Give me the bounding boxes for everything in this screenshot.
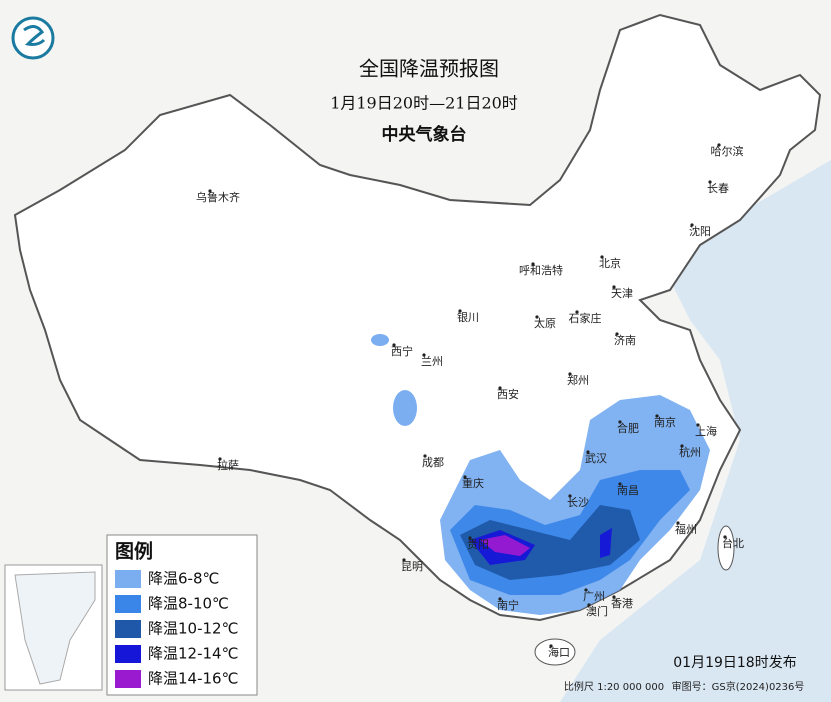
lake: [393, 390, 417, 426]
city-label: 银川: [457, 310, 479, 324]
city-label: 郑州: [567, 373, 589, 387]
city-label: 长沙: [567, 496, 589, 509]
city-dot: [676, 521, 680, 525]
city-label: 济南: [614, 333, 636, 347]
city-label: 合肥: [617, 421, 639, 435]
legend-items: 降温6-8℃ 降温8-10℃ 降温10-12℃ 降温12-14℃ 降温14-16℃: [115, 570, 238, 688]
city-dot: [680, 444, 684, 448]
sea: [560, 160, 831, 702]
city-label: 杭州: [679, 445, 701, 459]
legend-label: 降温6-8℃: [148, 570, 219, 588]
legend-title: 图例: [115, 540, 153, 563]
city-dot: [655, 414, 659, 418]
city-label: 呼和浩特: [519, 263, 563, 277]
city-dot: [618, 482, 622, 486]
city-dot: [458, 309, 462, 313]
cooling-zones: [440, 395, 710, 615]
city-label: 西宁: [391, 344, 413, 358]
city-label: 台北: [722, 536, 744, 550]
city-dot: [612, 285, 616, 289]
legend-label: 降温14-16℃: [148, 670, 238, 688]
city-label: 沈阳: [689, 224, 711, 238]
city-dot: [575, 310, 579, 314]
legend-swatch: [115, 670, 141, 688]
city-dot: [422, 353, 426, 357]
scale: 比例尺 1:20 000 000: [564, 680, 664, 693]
city-label: 澳门: [586, 604, 608, 618]
legend-label: 降温8-10℃: [148, 595, 229, 613]
approval-no: 审图号：GS京(2024)0236号: [672, 680, 805, 693]
city-dot: [498, 597, 502, 601]
city-label: 香港: [611, 597, 633, 610]
city-dot: [468, 536, 472, 540]
city-label: 福州: [675, 522, 697, 536]
city-dot: [498, 386, 502, 390]
city-label: 成都: [422, 456, 444, 469]
city-dot: [531, 262, 535, 266]
city-dot: [568, 494, 572, 498]
city-label: 贵阳: [467, 538, 489, 551]
map-title: 全国降温预报图: [359, 57, 499, 81]
city-dot: [690, 223, 694, 227]
city-label: 昆明: [401, 560, 423, 573]
city-dot: [584, 588, 588, 592]
city-dot: [423, 454, 427, 458]
city-label: 南京: [654, 415, 676, 429]
city-label: 兰州: [421, 355, 443, 368]
city-label: 石家庄: [569, 311, 602, 325]
city-dot: [586, 450, 590, 454]
taiwan: [717, 525, 735, 571]
map-subtitle: 1月19日20时—21日20时: [330, 94, 518, 113]
city-label: 拉萨: [217, 458, 239, 472]
city-dot: [717, 143, 721, 147]
city-dot: [618, 420, 622, 424]
legend-swatch: [115, 570, 141, 588]
city-label: 太原: [534, 317, 556, 330]
city-dot: [587, 603, 591, 607]
city-dot: [549, 644, 553, 648]
hainan: [534, 638, 576, 666]
city-label: 北京: [599, 256, 621, 270]
logo-mark: [23, 25, 46, 46]
legend-swatch: [115, 645, 141, 663]
city-label: 长春: [707, 182, 729, 195]
city-dot: [218, 457, 222, 461]
city-dot: [708, 180, 712, 184]
legend-swatch: [115, 620, 141, 638]
city-dot: [600, 255, 604, 259]
city-label: 西安: [497, 387, 519, 401]
city-label: 天津: [611, 287, 633, 300]
city-label: 南昌: [617, 484, 639, 497]
lake: [371, 334, 389, 346]
city-label: 广州: [583, 590, 605, 603]
city-dot: [463, 475, 467, 479]
city-dot: [208, 189, 212, 193]
legend-label: 降温10-12℃: [148, 620, 238, 638]
issuer: 中央气象台: [382, 124, 467, 145]
issued-time: 01月19日18时发布: [673, 655, 796, 671]
city-label: 上海: [695, 424, 717, 438]
city-label: 重庆: [462, 476, 484, 490]
city-dot: [723, 535, 727, 539]
city-dot: [392, 343, 396, 347]
city-label: 南宁: [497, 598, 519, 612]
legend-box: [106, 534, 258, 696]
city-dot: [612, 595, 616, 599]
legend-swatch: [115, 595, 141, 613]
city-dot: [568, 372, 572, 376]
city-label: 武汉: [585, 452, 607, 465]
city-dot: [696, 423, 700, 427]
legend-label: 降温12-14℃: [148, 645, 238, 663]
city-label: 哈尔滨: [711, 144, 744, 158]
inset-outline: [14, 571, 96, 685]
city-label: 乌鲁木齐: [196, 190, 240, 204]
city-dot: [535, 315, 539, 319]
city-dot: [615, 332, 619, 336]
cooling-zone: [480, 535, 530, 556]
city-label: 海口: [548, 645, 570, 659]
city-dot: [402, 558, 406, 562]
